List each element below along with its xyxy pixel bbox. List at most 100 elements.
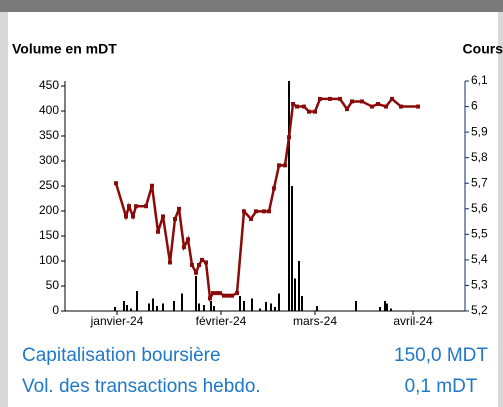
price-point xyxy=(242,209,246,214)
price-point xyxy=(127,204,131,209)
price-point xyxy=(208,296,212,301)
x-tick-label: avril-24 xyxy=(393,314,433,328)
price-point xyxy=(350,99,354,104)
price-point xyxy=(328,96,332,101)
volume-bar xyxy=(195,276,197,311)
volume-bar xyxy=(274,307,276,311)
volume-bar xyxy=(379,307,381,311)
price-point xyxy=(267,209,271,214)
volume-bar xyxy=(259,308,261,311)
y-tick-label: 0 xyxy=(52,303,59,317)
volume-bar xyxy=(123,301,125,311)
x-tick-label: mars-24 xyxy=(293,314,337,328)
price-point xyxy=(114,181,118,186)
price-point xyxy=(399,104,403,109)
y-tick-label: 250 xyxy=(39,178,59,192)
footer-label: Vol. des transactions hebdo. xyxy=(22,376,261,397)
volume-bar xyxy=(384,301,386,311)
y-tick-label: 150 xyxy=(39,228,59,242)
y-tick-label: 100 xyxy=(39,253,59,267)
volume-bar xyxy=(213,306,215,311)
price-point xyxy=(204,260,208,265)
price-point xyxy=(390,96,394,101)
price-point xyxy=(277,163,281,168)
volume-bar xyxy=(210,301,212,311)
price-point xyxy=(360,99,364,104)
volume-bar xyxy=(355,301,357,311)
price-point xyxy=(376,102,380,106)
y2-tick-label: 5,6 xyxy=(471,201,488,215)
volume-bar xyxy=(114,307,116,311)
volume-bar xyxy=(162,303,164,311)
frame-top xyxy=(0,0,503,12)
y-tick-label: 200 xyxy=(39,203,59,217)
frame-right xyxy=(498,12,503,407)
price-point xyxy=(222,293,226,298)
volume-bar xyxy=(156,306,158,311)
price-point xyxy=(168,260,172,265)
price-point xyxy=(272,186,276,191)
volume-bar xyxy=(270,303,272,311)
price-point xyxy=(218,291,222,296)
price-point xyxy=(287,135,291,140)
volume-bar xyxy=(301,296,303,311)
price-point xyxy=(182,245,186,250)
volume-bar xyxy=(386,303,388,311)
price-point xyxy=(150,183,154,188)
price-point xyxy=(313,109,317,114)
price-point xyxy=(318,96,322,101)
footer-label: Capitalisation boursière xyxy=(22,345,221,366)
price-point xyxy=(295,104,299,109)
volume-bar xyxy=(181,293,183,311)
price-point xyxy=(177,206,181,211)
price-point xyxy=(416,104,420,109)
price-point xyxy=(215,291,219,296)
y-axis-title: Volume en mDT xyxy=(12,41,117,57)
price-point xyxy=(194,270,198,275)
volume-bar xyxy=(390,308,392,311)
volume-bar xyxy=(265,302,267,311)
y2-tick-label: 5,7 xyxy=(471,175,488,189)
price-point xyxy=(190,263,194,267)
y2-tick-label: 5,4 xyxy=(471,252,488,266)
price-point xyxy=(262,209,266,214)
x-tick-label: février-24 xyxy=(196,314,247,328)
y-tick-label: 50 xyxy=(46,278,60,292)
price-point xyxy=(186,237,190,242)
price-point xyxy=(144,204,148,209)
price-point xyxy=(370,104,374,109)
volume-bar xyxy=(126,305,128,311)
price-point xyxy=(161,214,165,219)
volume-bar xyxy=(239,296,241,311)
volume-bar xyxy=(243,301,245,311)
price-point xyxy=(197,263,201,267)
price-point xyxy=(254,209,258,214)
volume-bar xyxy=(278,293,280,311)
footer-value: 150,0 MDT xyxy=(394,345,488,366)
y2-tick-label: 5,9 xyxy=(471,124,488,138)
price-point xyxy=(173,217,177,221)
y2-tick-label: 5,5 xyxy=(471,227,488,241)
volume-bar xyxy=(294,278,296,311)
y-tick-label: 450 xyxy=(39,78,59,92)
volume-bar xyxy=(316,306,318,311)
price-point xyxy=(338,96,342,101)
y-tick-label: 350 xyxy=(39,128,59,142)
price-point xyxy=(283,163,287,168)
volume-bar xyxy=(148,303,150,311)
y-tick-label: 300 xyxy=(39,153,59,167)
volume-bar xyxy=(251,298,253,311)
frame-left xyxy=(0,12,8,407)
price-line xyxy=(114,97,418,303)
price-point xyxy=(249,217,253,221)
price-point xyxy=(302,104,306,109)
price-point xyxy=(345,107,349,112)
price-point xyxy=(131,214,135,219)
volume-bar xyxy=(130,308,132,311)
price-point xyxy=(235,291,239,296)
y2-tick-label: 6 xyxy=(471,99,478,113)
y2-tick-label: 5,3 xyxy=(471,278,488,292)
price-point xyxy=(134,204,138,209)
volume-bar xyxy=(198,303,200,311)
